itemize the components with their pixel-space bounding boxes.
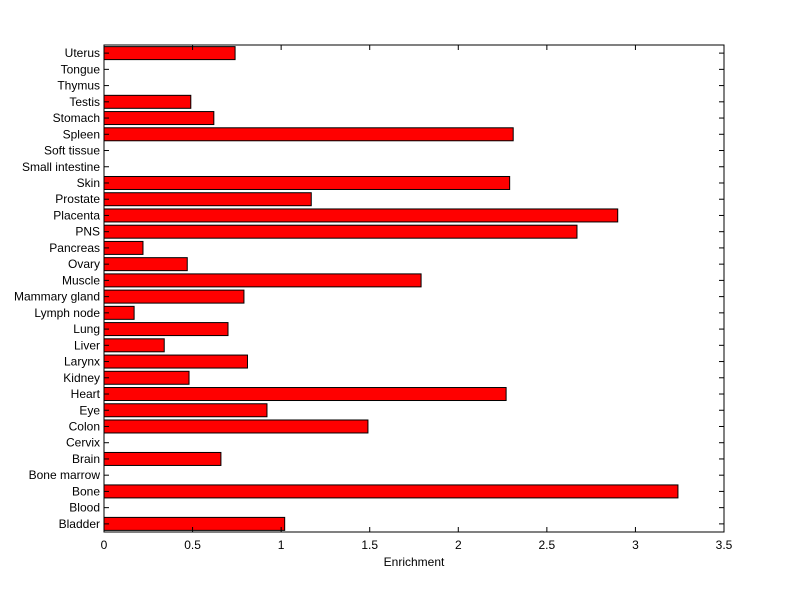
x-tick-label-5: 2.5 <box>539 538 556 552</box>
x-tick-label-7: 3.5 <box>716 538 733 552</box>
bar-larynx <box>103 354 248 369</box>
y-tick-label-bone-marrow: Bone marrow <box>29 468 101 482</box>
bar-eye <box>103 403 268 418</box>
y-tick-label-bladder: Bladder <box>59 517 100 531</box>
bar-colon <box>103 419 369 434</box>
bar-uterus <box>103 46 236 61</box>
y-tick-label-blood: Blood <box>69 501 100 515</box>
y-tick-label-bone: Bone <box>72 484 100 498</box>
x-tick-label-4: 2 <box>455 538 462 552</box>
bar-brain <box>103 451 222 466</box>
y-tick-label-liver: Liver <box>74 338 100 352</box>
y-tick-label-prostate: Prostate <box>55 192 100 206</box>
bar-prostate <box>103 192 312 207</box>
bar-muscle <box>103 273 422 288</box>
x-tick-label-6: 3 <box>632 538 639 552</box>
bar-liver <box>103 338 165 353</box>
bar-bone <box>103 484 679 499</box>
bar-mammary-gland <box>103 289 245 304</box>
y-tick-label-small-intestine: Small intestine <box>22 160 100 174</box>
y-tick-label-placenta: Placenta <box>53 208 100 222</box>
y-tick-label-lymph-node: Lymph node <box>34 306 100 320</box>
bar-pns <box>103 224 578 239</box>
bar-pancreas <box>103 240 144 255</box>
x-axis-title: Enrichment <box>384 555 445 569</box>
bar-spleen <box>103 127 514 142</box>
plot-frame <box>103 44 725 533</box>
bar-skin <box>103 175 511 190</box>
bar-bladder <box>103 516 286 531</box>
y-tick-label-lung: Lung <box>73 322 100 336</box>
y-tick-label-colon: Colon <box>69 419 100 433</box>
y-tick-label-testis: Testis <box>69 95 100 109</box>
y-tick-label-kidney: Kidney <box>63 371 100 385</box>
y-tick-label-pns: PNS <box>75 225 100 239</box>
y-tick-label-tongue: Tongue <box>61 62 101 76</box>
y-tick-label-spleen: Spleen <box>63 127 100 141</box>
y-tick-label-cervix: Cervix <box>66 436 100 450</box>
y-tick-label-stomach: Stomach <box>53 111 100 125</box>
y-tick-label-mammary-gland: Mammary gland <box>14 290 100 304</box>
bar-placenta <box>103 208 619 223</box>
y-tick-label-thymus: Thymus <box>57 79 100 93</box>
y-tick-label-uterus: Uterus <box>65 46 100 60</box>
x-tick-label-2: 1 <box>278 538 285 552</box>
y-tick-label-muscle: Muscle <box>62 273 100 287</box>
bar-kidney <box>103 370 190 385</box>
x-tick-label-1: 0.5 <box>184 538 201 552</box>
y-tick-label-eye: Eye <box>79 403 100 417</box>
y-tick-label-skin: Skin <box>77 176 100 190</box>
y-tick-label-heart: Heart <box>71 387 101 401</box>
y-tick-label-pancreas: Pancreas <box>49 241 100 255</box>
x-tick-label-3: 1.5 <box>361 538 378 552</box>
y-tick-label-brain: Brain <box>72 452 100 466</box>
bar-stomach <box>103 111 215 126</box>
bar-testis <box>103 94 192 109</box>
bar-heart <box>103 387 507 402</box>
bars-layer <box>103 46 679 531</box>
y-tick-label-larynx: Larynx <box>64 355 100 369</box>
y-tick-label-ovary: Ovary <box>68 257 100 271</box>
ticks-layer: Bladder Blood Bone Bone marrow Brain Cervix Co… <box>14 45 733 552</box>
bar-ovary <box>103 257 188 272</box>
y-tick-label-soft-tissue: Soft tissue <box>44 144 100 158</box>
x-tick-label-0: 0 <box>101 538 108 552</box>
bar-lung <box>103 322 229 337</box>
